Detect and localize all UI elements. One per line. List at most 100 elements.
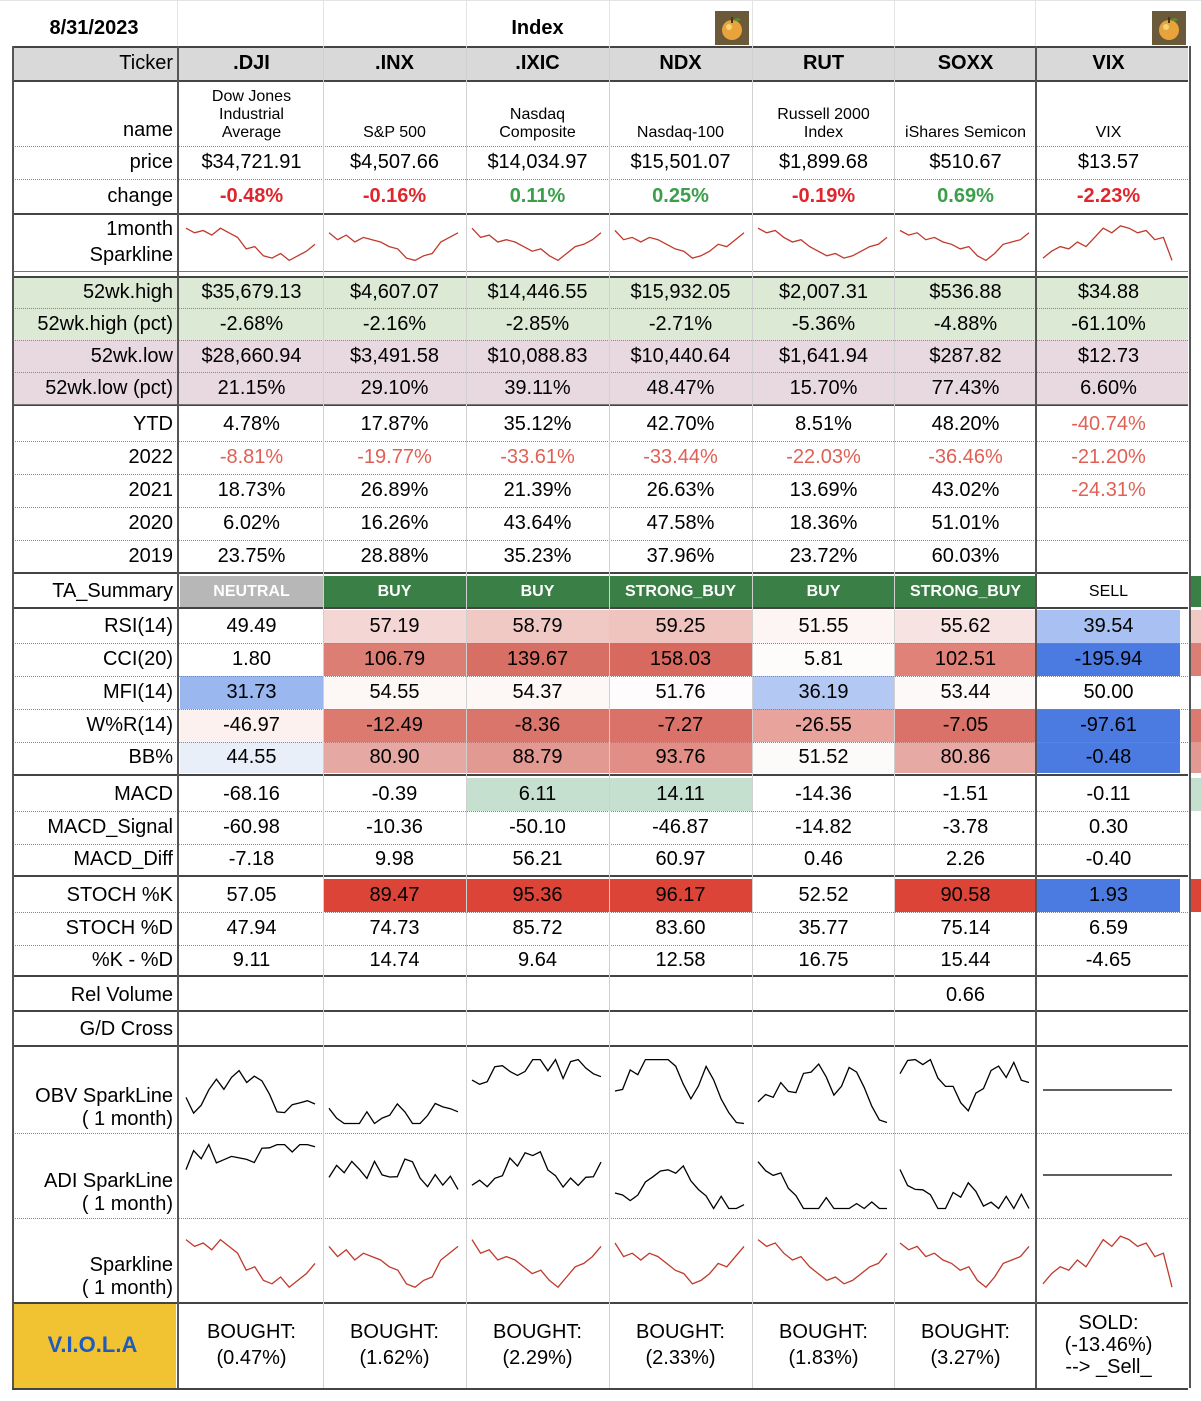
y2019-value: 37.96% bbox=[646, 544, 715, 567]
high52-value: $14,446.55 bbox=[487, 280, 588, 303]
stoch-d-value: 35.77 bbox=[798, 917, 849, 939]
viola-status: BOUGHT: (1.83%) bbox=[752, 1302, 895, 1388]
bb-value: 88.79 bbox=[466, 742, 609, 773]
row-label-high52_pct: 52wk.high (pct) bbox=[37, 312, 173, 335]
low52-value: $287.82 bbox=[929, 344, 1002, 367]
y2021-value: 26.89% bbox=[360, 479, 429, 501]
high52-value: $4,607.07 bbox=[350, 280, 439, 303]
ticker-name-line: Russell 2000 bbox=[777, 106, 870, 123]
row-label-macd_diff: MACD_Diff bbox=[73, 848, 173, 870]
viola-line: (-13.46%) bbox=[1064, 1334, 1153, 1356]
y2021-value: 43.02% bbox=[931, 479, 1000, 501]
bb-value: 44.55 bbox=[180, 742, 323, 773]
ytd-value: -40.74% bbox=[1071, 413, 1146, 435]
ticker-symbol[interactable]: VIX bbox=[1092, 51, 1125, 74]
y2020-value: 47.58% bbox=[646, 512, 715, 534]
y2022-value: -33.61% bbox=[500, 446, 575, 468]
obv-sparkline bbox=[1043, 1089, 1172, 1091]
rsi-value: 51.55 bbox=[752, 610, 895, 643]
mfi-value: 50.00 bbox=[1037, 676, 1180, 709]
row-label-line: Sparkline bbox=[89, 1254, 173, 1276]
macd-diff-value: 9.98 bbox=[375, 848, 414, 870]
change-value: 0.25% bbox=[652, 184, 709, 207]
obv-sparkline bbox=[614, 1058, 745, 1125]
macd-signal-value: -46.87 bbox=[652, 816, 709, 838]
macd-signal-value: 0.30 bbox=[1089, 816, 1128, 838]
low52-value: $28,660.94 bbox=[201, 344, 302, 367]
ticker-symbol[interactable]: .INX bbox=[375, 51, 414, 74]
row-label-sparkline: 1month Sparkline bbox=[12, 213, 176, 271]
gd-cross-value bbox=[1037, 1014, 1180, 1045]
report-date: 8/31/2023 bbox=[49, 16, 139, 39]
ticker-symbol[interactable]: RUT bbox=[802, 51, 845, 74]
ticker-symbol[interactable]: .IXIC bbox=[515, 51, 560, 74]
ytd-value: 48.20% bbox=[931, 413, 1000, 435]
ta-summary-badge: NEUTRAL bbox=[180, 576, 323, 607]
apple-logo-icon bbox=[715, 11, 749, 45]
stoch-k-value: 57.05 bbox=[226, 884, 277, 906]
row-label-high52: 52wk.high bbox=[82, 280, 173, 303]
ticker-symbol[interactable]: NDX bbox=[659, 51, 702, 74]
ytd-value: 35.12% bbox=[503, 413, 572, 435]
change-value: 0.11% bbox=[509, 184, 566, 207]
wr-value: -7.27 bbox=[609, 709, 752, 742]
low52-pct-value: 21.15% bbox=[217, 376, 286, 399]
rsi-value: 57.19 bbox=[323, 610, 466, 643]
clipped-column-cell bbox=[1190, 742, 1201, 773]
ytd-value: 42.70% bbox=[646, 413, 715, 435]
ta-summary-badge: SELL bbox=[1037, 576, 1180, 607]
row-label-name: name bbox=[122, 119, 173, 141]
stoch-k-value: 90.58 bbox=[894, 879, 1037, 912]
ticker-name-line: Average bbox=[221, 124, 282, 141]
stoch-k-value: 89.47 bbox=[323, 879, 466, 912]
mfi-value: 51.76 bbox=[609, 676, 752, 709]
ta-summary-badge: BUY bbox=[752, 576, 895, 607]
grid-line-v bbox=[177, 46, 179, 1388]
adi-sparkline bbox=[1043, 1174, 1172, 1176]
y2020-value: 43.64% bbox=[503, 512, 572, 534]
price-value: $34,721.91 bbox=[201, 151, 302, 173]
y2019-value: 35.23% bbox=[503, 544, 572, 567]
y2020-value: 18.36% bbox=[789, 512, 858, 534]
mfi-value: 31.73 bbox=[180, 676, 323, 709]
macd-diff-value: 0.46 bbox=[804, 848, 843, 870]
row-label-line: OBV SparkLine bbox=[35, 1085, 173, 1107]
viola-band bbox=[12, 1302, 176, 1388]
low52-pct-value: 6.60% bbox=[1080, 376, 1137, 399]
ta-summary-badge: STRONG_BUY bbox=[894, 576, 1037, 607]
adi-sparkline bbox=[899, 1169, 1030, 1210]
price-value: $14,034.97 bbox=[487, 151, 588, 173]
y2020-value: 6.02% bbox=[223, 512, 280, 534]
cci-value: 5.81 bbox=[752, 643, 895, 676]
row-label-adi: ADI SparkLine( 1 month) bbox=[12, 1133, 176, 1218]
adi-sparkline bbox=[614, 1164, 745, 1210]
macd-diff-value: -0.40 bbox=[1085, 848, 1132, 870]
price-sparkline bbox=[899, 229, 1030, 262]
high52-value: $15,932.05 bbox=[630, 280, 731, 303]
ticker-symbol[interactable]: SOXX bbox=[937, 51, 994, 74]
adi-sparkline bbox=[757, 1161, 887, 1210]
adi-sparkline bbox=[328, 1158, 459, 1190]
stoch-d-value: 85.72 bbox=[512, 917, 563, 939]
row-label-ticker: Ticker bbox=[119, 51, 173, 74]
ticker-name: iShares Semicon bbox=[894, 80, 1037, 146]
mfi-value: 53.44 bbox=[894, 676, 1037, 709]
viola-status: BOUGHT: (0.47%) bbox=[180, 1302, 323, 1388]
viola-line: BOUGHT: bbox=[207, 1321, 296, 1343]
macd-value: -1.51 bbox=[942, 783, 989, 805]
cci-value: 102.51 bbox=[894, 643, 1037, 676]
viola-line: (0.47%) bbox=[216, 1347, 287, 1369]
price-sparkline-2 bbox=[614, 1242, 745, 1285]
viola-line: BOUGHT: bbox=[636, 1321, 725, 1343]
k-minus-d-value: 9.11 bbox=[232, 948, 271, 971]
mfi-value: 54.37 bbox=[466, 676, 609, 709]
stoch-d-value: 74.73 bbox=[369, 917, 420, 939]
ticker-header-band bbox=[12, 46, 1188, 80]
viola-line: BOUGHT: bbox=[350, 1321, 439, 1343]
group-title: Index bbox=[511, 16, 564, 39]
price-value: $4,507.66 bbox=[350, 151, 439, 173]
rsi-value: 59.25 bbox=[609, 610, 752, 643]
bb-value: 80.86 bbox=[894, 742, 1037, 773]
ticker-symbol[interactable]: .DJI bbox=[233, 51, 270, 74]
k-minus-d-value: 12.58 bbox=[655, 948, 706, 971]
